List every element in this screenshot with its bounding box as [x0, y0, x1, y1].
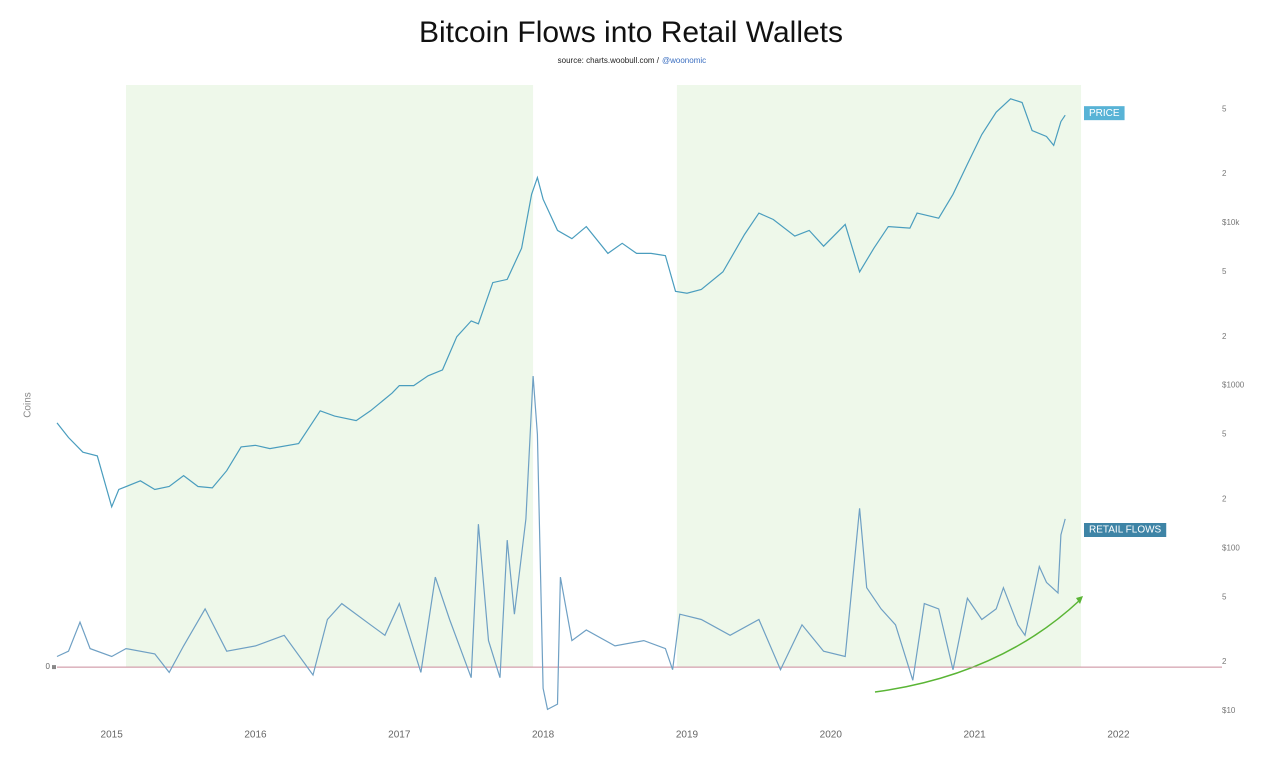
highlight-bands	[126, 85, 1082, 668]
y2-tick-label: $10	[1222, 706, 1236, 715]
x-tick-label: 2021	[963, 730, 986, 741]
y2-tick-label: $10k	[1222, 218, 1240, 227]
y2-tick-label: 2	[1222, 657, 1227, 666]
y2-tick-label: $100	[1222, 543, 1240, 552]
x-tick-label: 2015	[101, 730, 124, 741]
x-tick-label: 2018	[532, 730, 555, 741]
y-tick-mark	[52, 665, 56, 670]
y2-tick-label: 5	[1222, 592, 1227, 601]
y2-tick-label: 2	[1222, 332, 1227, 341]
chart-title: Bitcoin Flows into Retail Wallets	[419, 16, 843, 49]
x-tick-label: 2020	[820, 730, 843, 741]
x-tick-label: 2019	[676, 730, 699, 741]
source-handle: @woonomic	[662, 56, 706, 65]
y-tick-label: 0	[46, 662, 51, 671]
series-line	[56, 98, 1066, 509]
trend-arrow	[874, 599, 1081, 693]
x-tick-label: 2016	[244, 730, 267, 741]
series-label: RETAIL FLOWS	[1089, 525, 1162, 536]
series-label: PRICE	[1089, 108, 1120, 119]
series-label-bg	[1084, 523, 1167, 537]
y2-tick-label: 5	[1222, 267, 1227, 276]
y2-tick-label: 2	[1222, 169, 1227, 178]
series-label-bg	[1084, 106, 1125, 121]
source: source: charts.woobull.com /	[558, 56, 660, 65]
x-tick-label: 2017	[388, 730, 411, 741]
x-tick-label: 2022	[1107, 730, 1130, 741]
y2-tick-label: 2	[1222, 494, 1227, 503]
y2-tick-label: 5	[1222, 104, 1227, 113]
y-axis-label: Coins	[23, 392, 34, 418]
arrow-head	[1076, 596, 1083, 604]
y2-tick-label: 5	[1222, 430, 1227, 439]
highlight-band	[676, 85, 1082, 668]
series-line	[56, 375, 1066, 711]
y2-tick-label: $1000	[1222, 381, 1245, 390]
highlight-band	[126, 85, 534, 668]
